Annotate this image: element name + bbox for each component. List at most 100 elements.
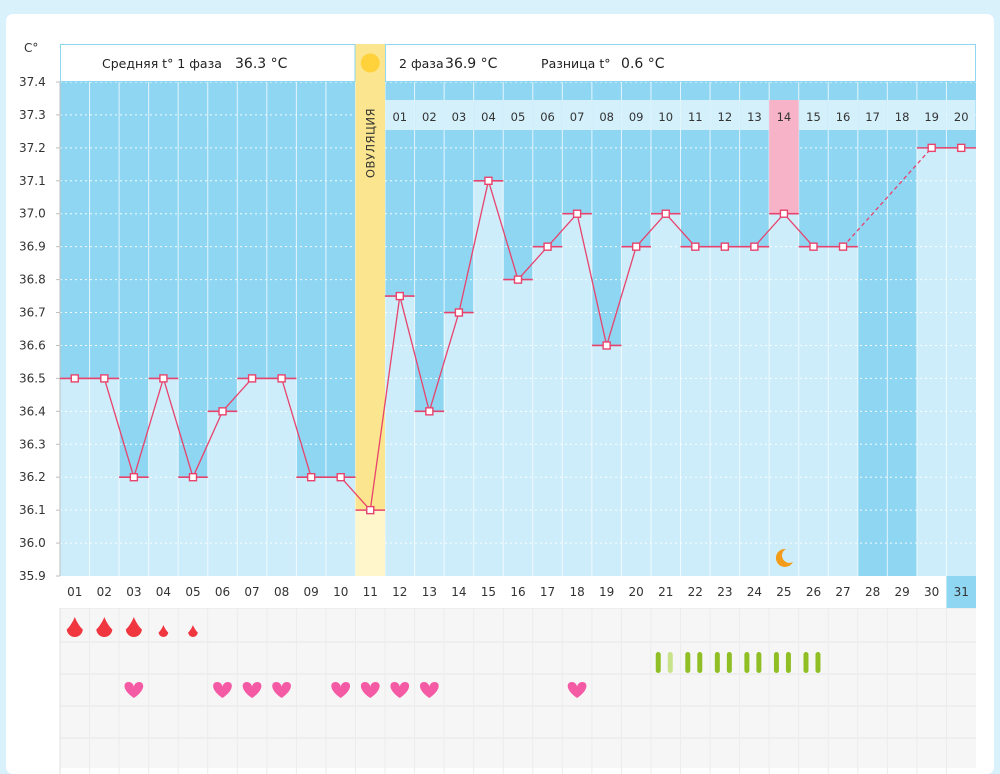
- phase2-day-cell: [917, 100, 946, 130]
- y-tick-label: 36.1: [19, 503, 46, 517]
- temperature-segment: [458, 180, 490, 313]
- blood-drop-icon: [125, 617, 142, 637]
- x-tick-label: 06: [215, 585, 230, 599]
- temperature-segment-dashed: [842, 147, 933, 248]
- temperature-segment: [753, 213, 785, 248]
- temperature-point: [927, 143, 936, 153]
- phase2-day-cell: [828, 100, 858, 130]
- day-column: [119, 477, 149, 576]
- day-column: [503, 279, 533, 576]
- temperature-point: [395, 291, 405, 301]
- phase2-day-label: 16: [836, 110, 851, 124]
- x-axis-band: [60, 576, 976, 608]
- sign-bar-icon: [714, 652, 720, 673]
- phase2-day-label: 02: [422, 110, 437, 124]
- day-column: [444, 312, 474, 576]
- temperature-segment: [103, 378, 135, 478]
- temperature-point: [661, 209, 670, 218]
- temperature-segment: [783, 213, 814, 248]
- phase2-day-cell: [503, 100, 533, 130]
- phase2-day-label: 07: [570, 110, 585, 124]
- temperature-point: [957, 143, 966, 153]
- day-column: [532, 246, 563, 576]
- day-column: [207, 411, 238, 576]
- x-tick-label: 01: [67, 585, 82, 599]
- blood-drop-icon: [96, 617, 113, 637]
- x-tick-label: 21: [658, 585, 673, 599]
- temperature-point: [631, 242, 641, 251]
- phase2-day-label: 11: [688, 110, 703, 124]
- sun-icon: [360, 53, 380, 73]
- phase2-day-label: 09: [629, 110, 644, 124]
- y-tick-label: 37.0: [19, 207, 46, 221]
- heart-icon: [567, 682, 587, 698]
- temperature-point: [454, 308, 464, 317]
- x-tick-label: 26: [806, 585, 821, 599]
- y-axis: C° 35.9 36.0 36.1 36.2 36.3 36.4 36.5 36.6 36.7 3…: [19, 41, 61, 583]
- x-tick-label: 22: [688, 585, 703, 599]
- temperature-point: [543, 242, 552, 251]
- phase2-day-label: 03: [452, 110, 467, 124]
- blood-drop-icon: [66, 617, 83, 637]
- x-tick-label: 29: [894, 585, 909, 599]
- phase1-value: 36.3 °C: [235, 56, 288, 72]
- phase2-day-label: 08: [599, 110, 614, 124]
- x-tick-label: 13: [422, 585, 437, 599]
- temperature-segment: [576, 213, 608, 346]
- x-tick-label: 15: [481, 585, 496, 599]
- y-tick-label: 36.9: [19, 240, 46, 254]
- phase2-day-cell: [858, 100, 887, 130]
- day-column: [798, 246, 829, 576]
- x-tick-label: 18: [569, 585, 584, 599]
- phase2-day-cell: [592, 100, 621, 130]
- temperature-point: [129, 473, 139, 482]
- day-column: [739, 246, 770, 576]
- y-tick-label: 36.3: [19, 437, 46, 451]
- ovulation-column-fill: [355, 510, 386, 576]
- phase-header: Средняя t° 1 фаза 36.3 °C 2 фаза 36.9 °C…: [60, 44, 976, 82]
- heart-icon: [213, 682, 232, 698]
- y-tick-label: 37.1: [19, 174, 46, 188]
- phase2-day-label: 06: [540, 110, 555, 124]
- temperature-point: [809, 242, 818, 251]
- phase2-day-label: 18: [895, 110, 910, 124]
- phase2-day-label: 15: [806, 110, 821, 124]
- temperature-segment: [280, 378, 312, 478]
- temperature-segment: [547, 213, 578, 248]
- x-tick-label: 09: [304, 585, 319, 599]
- day-column: [89, 378, 120, 576]
- sign-bar-icon: [697, 652, 703, 673]
- bbt-chart: ОВУЛЯЦИЯ Средняя t° 1 фаза 36.3 °C 2 фаз…: [19, 41, 976, 774]
- x-tick-label: 07: [244, 585, 259, 599]
- phase2-day-cell: [681, 100, 710, 130]
- marker-icons: [66, 548, 821, 698]
- temperature-point: [277, 374, 286, 383]
- phase2-day-label: 10: [658, 110, 673, 124]
- temperature-segment: [487, 180, 519, 280]
- ovulation-band: ОВУЛЯЦИЯ: [355, 44, 386, 576]
- day-column: [828, 246, 858, 576]
- phase2-day-cell: [651, 100, 681, 130]
- y-tick-label: 36.4: [19, 404, 46, 418]
- temperature-point: [188, 473, 198, 482]
- x-tick-label: 27: [835, 585, 850, 599]
- x-tick-label: 16: [510, 585, 525, 599]
- y-tick-label: 36.7: [19, 306, 46, 320]
- sign-bar-icon: [744, 652, 750, 673]
- y-tick-label: 35.9: [19, 569, 46, 583]
- temperature-segment: [192, 411, 224, 478]
- temperature-segment: [635, 213, 667, 248]
- heart-icon: [360, 682, 380, 698]
- sign-bar-icon: [726, 652, 732, 673]
- day-column: [178, 477, 208, 576]
- day-column: [591, 345, 622, 576]
- y-tick-label: 36.8: [19, 273, 46, 287]
- temperature-point: [366, 505, 375, 515]
- phase2-day-label: 13: [747, 110, 762, 124]
- temperature-segment: [133, 378, 165, 478]
- day-column: [385, 296, 415, 576]
- x-tick-label: 03: [126, 585, 141, 599]
- temperature-segment: [428, 312, 460, 412]
- phase2-day-cell: [946, 100, 976, 130]
- ovulation-label: ОВУЛЯЦИЯ: [363, 108, 377, 178]
